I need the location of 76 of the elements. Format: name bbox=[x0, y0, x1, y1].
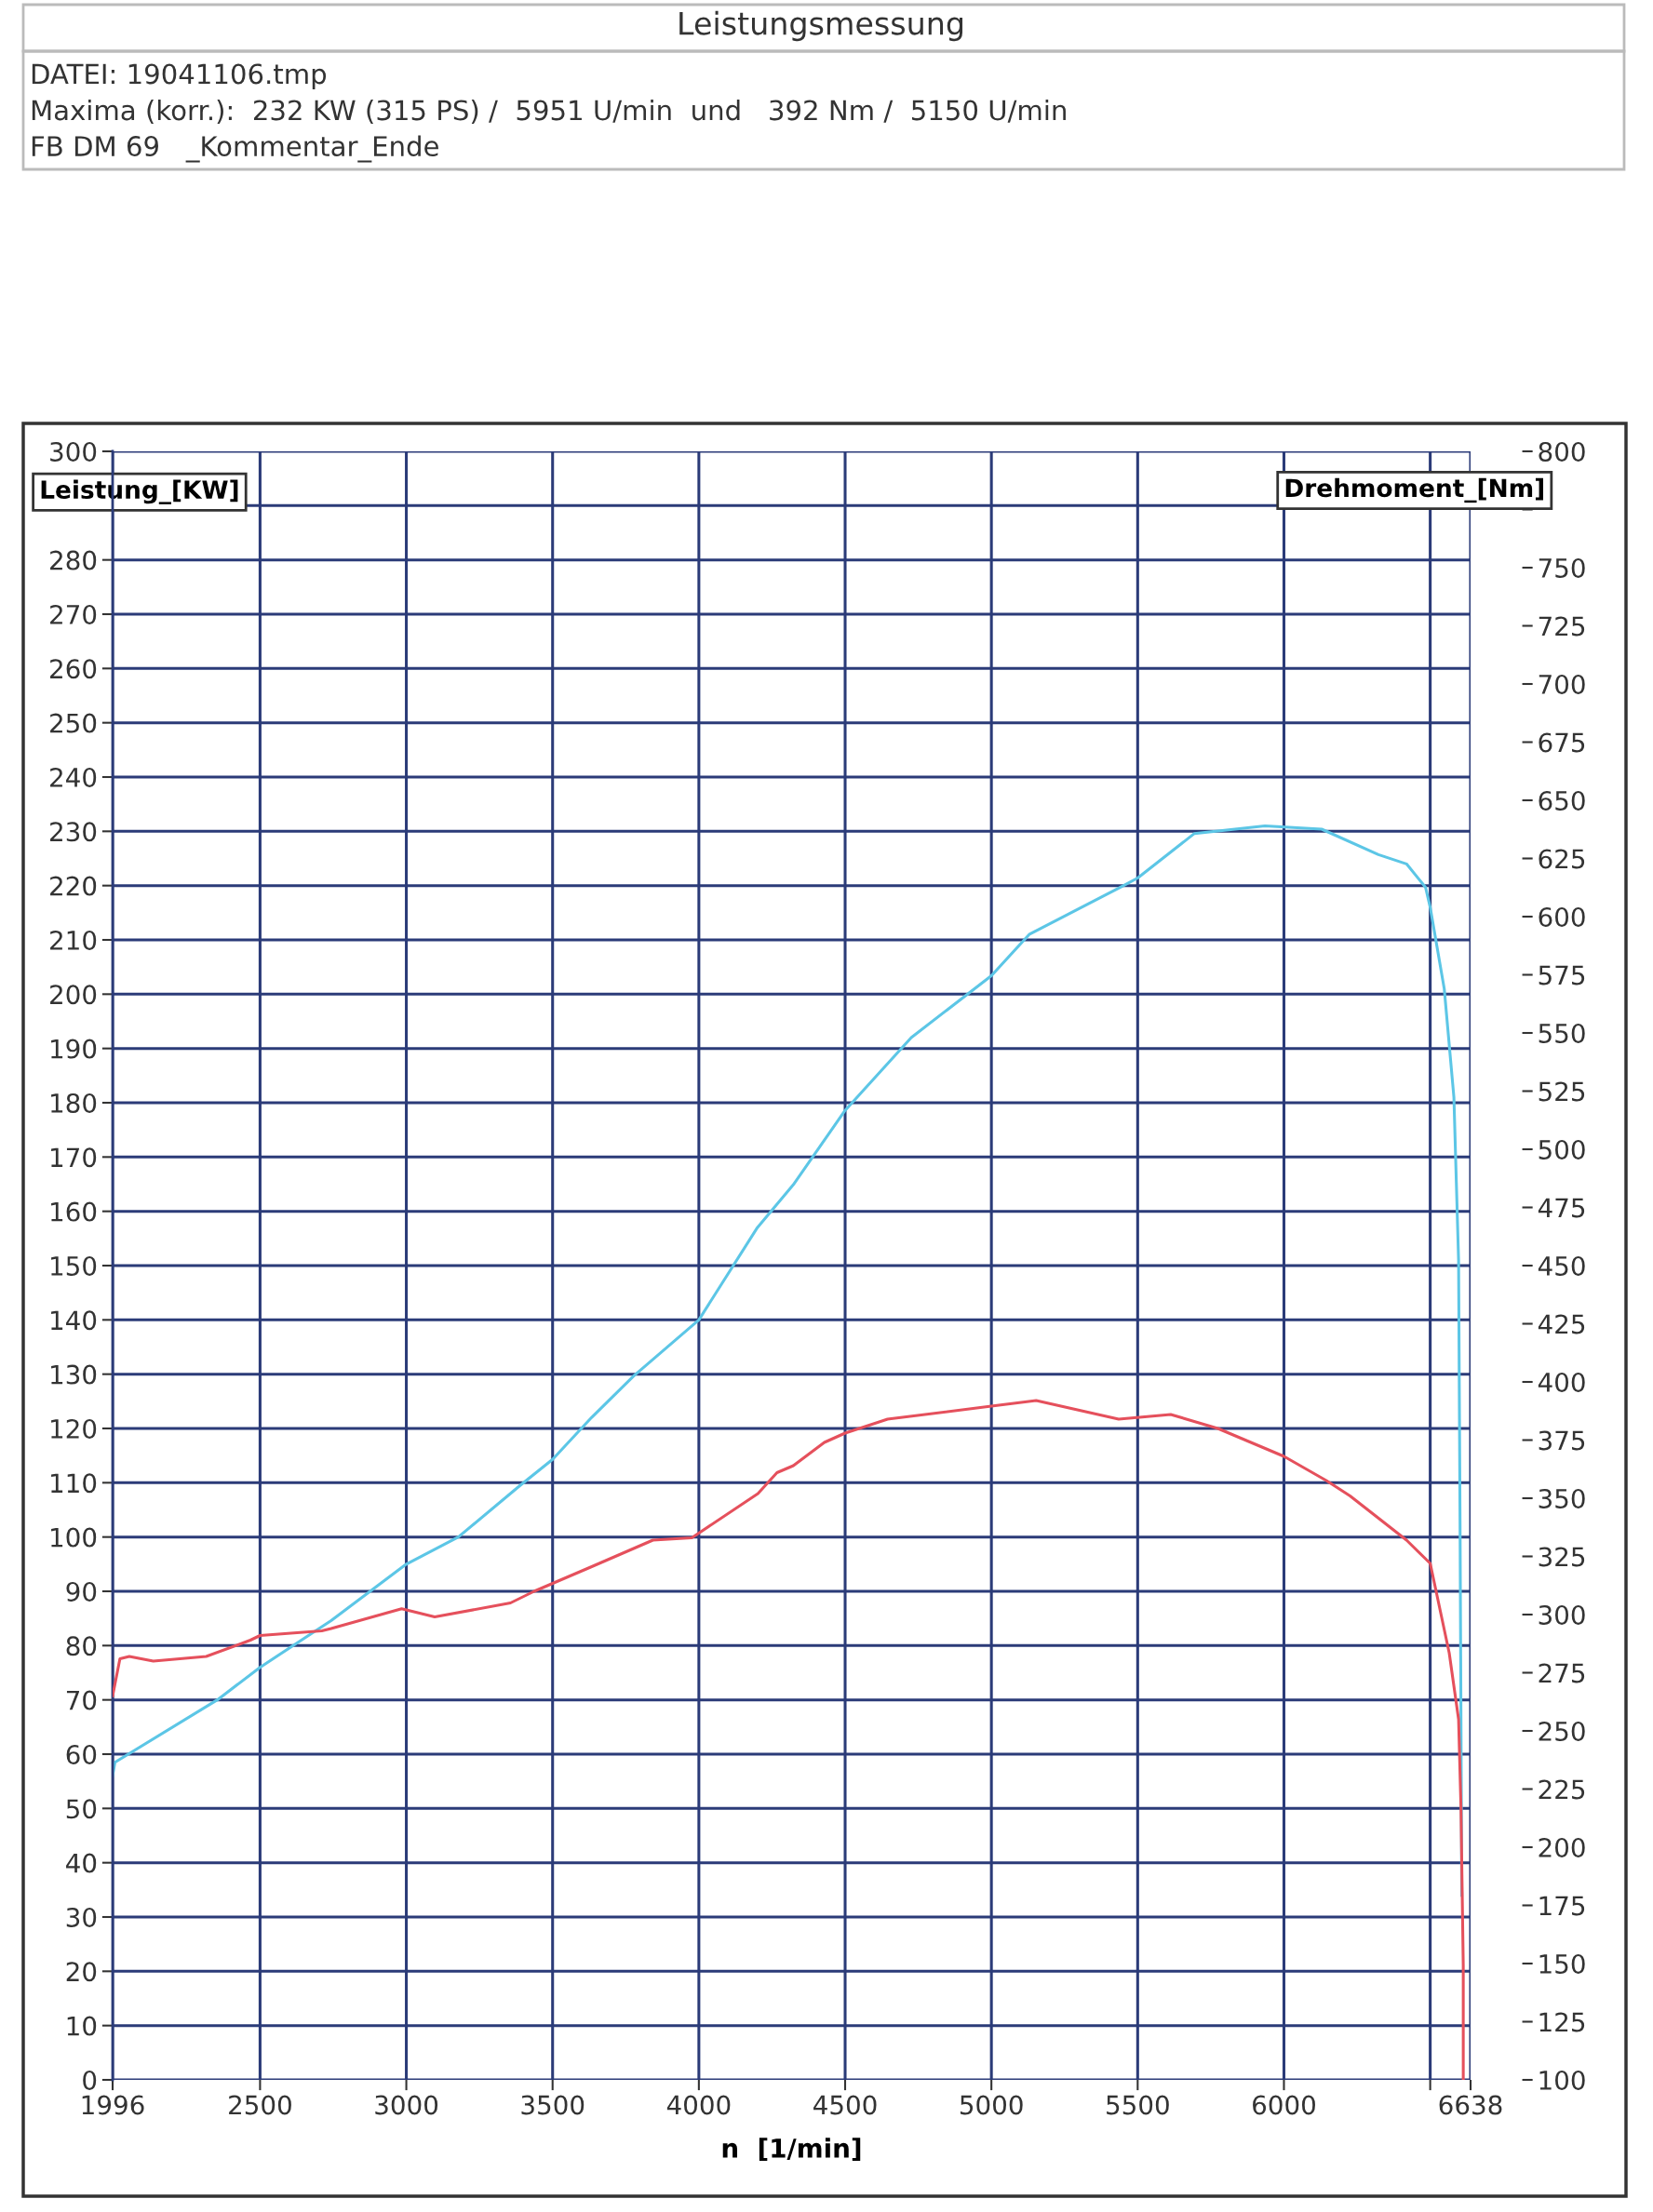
x-tick-label: 6000 bbox=[1253, 2095, 1315, 2115]
y2-tick-label: 475 bbox=[1538, 1198, 1585, 1218]
y-tick-label: 80 bbox=[66, 1636, 97, 1656]
y-tick-label: 120 bbox=[51, 1418, 97, 1439]
x-tick-label: 6638 bbox=[1439, 2095, 1502, 2115]
y2-tick-label: 650 bbox=[1539, 790, 1585, 811]
line-series bbox=[113, 1399, 1465, 2080]
y-tick-label: 70 bbox=[66, 1690, 97, 1710]
y2-tick-label: 375 bbox=[1539, 1430, 1585, 1451]
y2-tick-label: 175 bbox=[1539, 1896, 1585, 1916]
x-tick-label: 4000 bbox=[666, 2095, 731, 2115]
y-tick-label: 130 bbox=[51, 1364, 97, 1385]
y2-tick-label: 625 bbox=[1539, 849, 1585, 869]
y2-tick-label: 225 bbox=[1539, 1779, 1585, 1800]
y-tick-label: 60 bbox=[66, 1744, 97, 1764]
y-tick-label: 300 bbox=[50, 441, 97, 462]
y2-tick-label: 750 bbox=[1539, 557, 1585, 578]
y2-tick-label: 425 bbox=[1538, 1314, 1585, 1334]
y2-axis-title: Drehmoment_[Nm] bbox=[1285, 477, 1543, 503]
x-tick-label: 5500 bbox=[1107, 2095, 1169, 2115]
x-tick-label: 2500 bbox=[229, 2095, 291, 2115]
y2-tick-label: 600 bbox=[1539, 906, 1585, 927]
y-tick-label: 30 bbox=[66, 1907, 97, 1927]
y-tick-label: 240 bbox=[50, 767, 97, 787]
y-tick-label: 190 bbox=[51, 1039, 97, 1059]
y-tick-label: 90 bbox=[66, 1581, 97, 1602]
y-tick-label: 110 bbox=[51, 1473, 97, 1494]
y2-tick-label: 350 bbox=[1539, 1488, 1585, 1508]
y-tick-label: 20 bbox=[66, 1962, 97, 1982]
y-tick-label: 150 bbox=[51, 1255, 97, 1276]
y-tick-label: 220 bbox=[50, 876, 97, 896]
y2-tick-label: 525 bbox=[1539, 1081, 1585, 1102]
y-tick-label: 200 bbox=[50, 985, 97, 1005]
y2-tick-label: 800 bbox=[1539, 441, 1585, 462]
line-series bbox=[113, 824, 1464, 1897]
text: DATEI: 19041106.tmp bbox=[32, 63, 327, 90]
y2-tick-label: 700 bbox=[1539, 674, 1585, 694]
y-tick-label: 260 bbox=[50, 659, 97, 679]
y-tick-label: 280 bbox=[50, 550, 97, 570]
x-tick-label: 3500 bbox=[521, 2095, 585, 2115]
y2-tick-label: 125 bbox=[1539, 2012, 1585, 2032]
y2-tick-label: 500 bbox=[1539, 1139, 1585, 1160]
x-tick-label: 4500 bbox=[813, 2095, 877, 2115]
y2-tick-label: 150 bbox=[1539, 1953, 1585, 1974]
y-tick-label: 160 bbox=[51, 1201, 97, 1222]
y-tick-label: 100 bbox=[51, 1527, 97, 1548]
y-tick-label: 270 bbox=[50, 604, 97, 624]
y2-tick-label: 325 bbox=[1539, 1547, 1585, 1567]
x-tick-label: 5000 bbox=[960, 2095, 1023, 2115]
y2-tick-label: 675 bbox=[1539, 732, 1585, 753]
y2-tick-label: 300 bbox=[1539, 1604, 1585, 1625]
y-tick-label: 180 bbox=[51, 1093, 97, 1113]
y-tick-label: 210 bbox=[50, 930, 97, 950]
y2-tick-label: 275 bbox=[1539, 1663, 1585, 1683]
y-tick-label: 40 bbox=[66, 1853, 97, 1873]
y2-tick-label: 550 bbox=[1539, 1023, 1585, 1043]
y-tick-label: 170 bbox=[51, 1147, 97, 1168]
chart-title: Leistungsmessung bbox=[679, 10, 963, 42]
y-tick-label: 50 bbox=[66, 1799, 97, 1819]
x-axis-title: n [1/min] bbox=[722, 2138, 861, 2162]
x-tick-label: 3000 bbox=[375, 2095, 438, 2115]
y-tick-label: 230 bbox=[50, 822, 97, 842]
y-tick-label: 0 bbox=[83, 2070, 97, 2090]
y2-tick-label: 725 bbox=[1539, 616, 1585, 637]
y-tick-label: 10 bbox=[67, 2016, 97, 2036]
x-tick-label: 1996 bbox=[82, 2095, 144, 2115]
y2-tick-label: 575 bbox=[1539, 965, 1585, 985]
y2-tick-label: 450 bbox=[1538, 1255, 1585, 1276]
y-tick-label: 140 bbox=[51, 1310, 97, 1331]
y2-tick-label: 200 bbox=[1539, 1837, 1585, 1857]
y-tick-label: 250 bbox=[50, 713, 97, 733]
text: Maxima (korr.): 232 KW (315 PS) / 5951 U/min und 392 Nm / 5150 U/min bbox=[32, 99, 1066, 124]
y2-tick-label: 250 bbox=[1539, 1721, 1585, 1741]
y2-tick-label: 400 bbox=[1538, 1372, 1585, 1392]
text: FB DM 69 _Kommentar_Ende bbox=[32, 135, 438, 163]
y2-tick-label: 100 bbox=[1539, 2070, 1585, 2090]
